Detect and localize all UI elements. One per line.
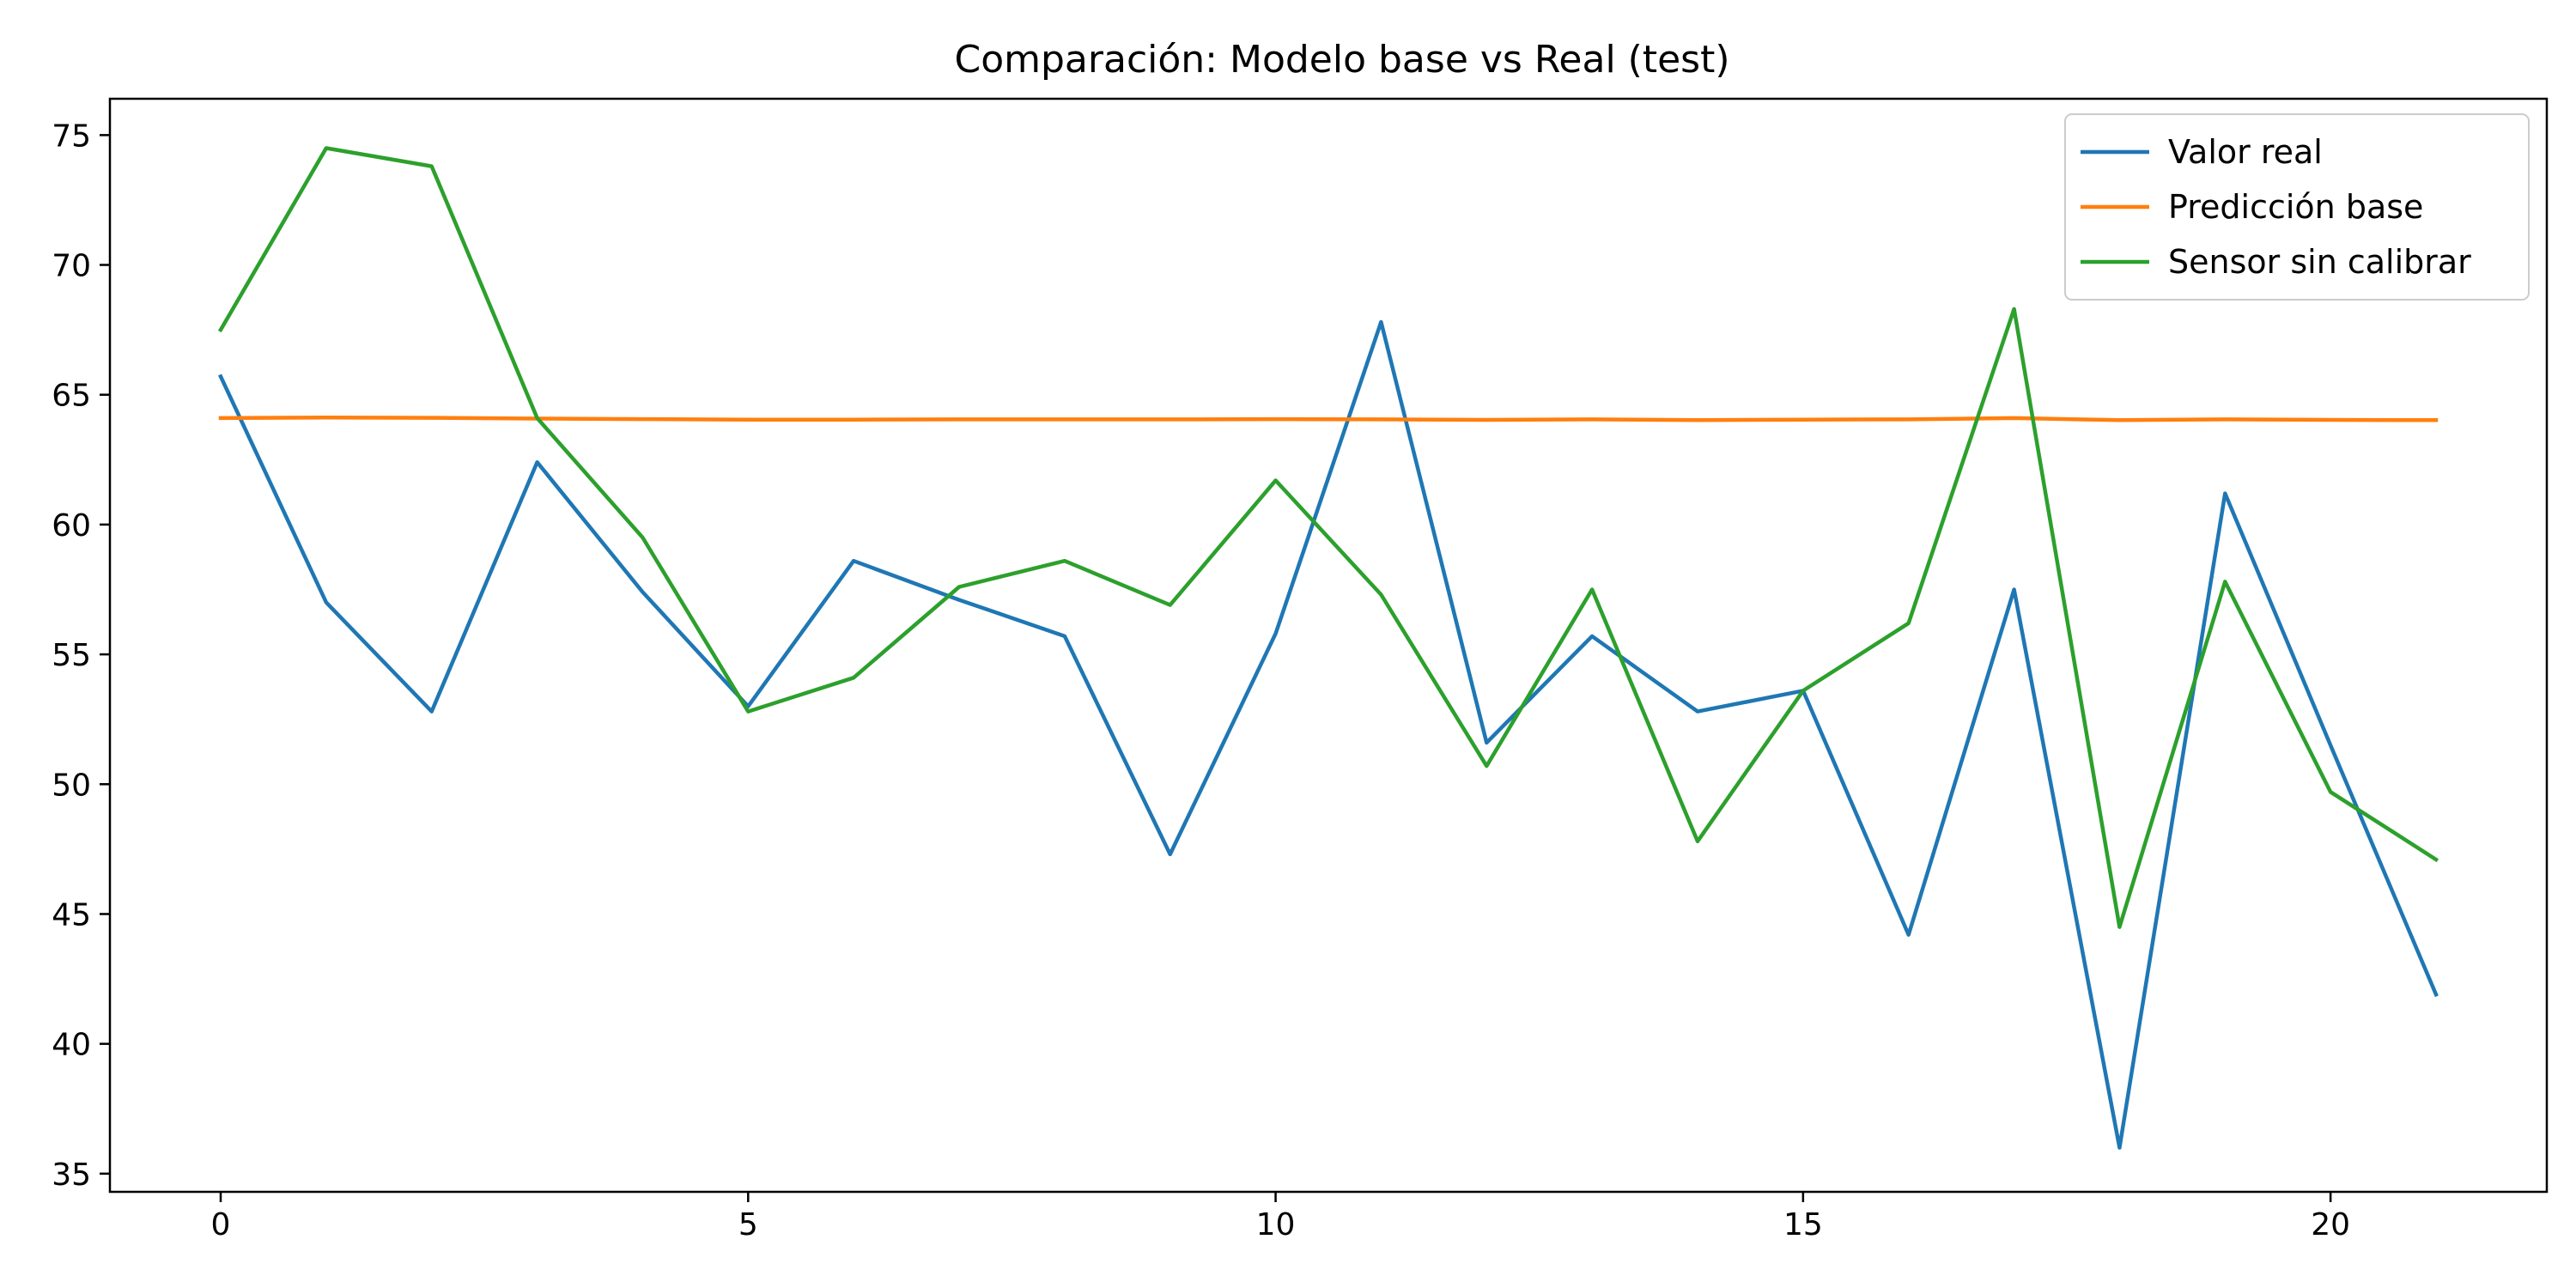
series-line: [218, 319, 2439, 1150]
plot-frame: [108, 97, 2549, 1194]
series-1: [218, 416, 2439, 422]
x-tick-label: 15: [1783, 1207, 1823, 1242]
x-tick-label: 0: [211, 1207, 231, 1242]
legend: Valor real Predicción base Sensor sin cali…: [2064, 113, 2530, 301]
y-axis: 35 40 45 50 55 60 65 70 75: [52, 118, 110, 1193]
x-tick-label: 20: [2311, 1207, 2350, 1242]
y-tick-label: 70: [52, 249, 91, 284]
legend-label: Sensor sin calibrar: [2168, 243, 2471, 281]
y-tick-label: 40: [52, 1028, 91, 1063]
series-line: [218, 416, 2439, 422]
series-2: [217, 146, 2439, 929]
series-0: [218, 319, 2439, 1150]
x-axis: 0 5 10 15 20: [211, 1192, 2350, 1242]
x-tick-label: 5: [738, 1207, 758, 1242]
legend-box: [2064, 113, 2530, 301]
y-tick-label: 60: [52, 508, 91, 544]
y-tick-label: 65: [52, 379, 91, 414]
legend-label: Predicción base: [2168, 188, 2423, 226]
chart-title: Comparación: Modelo base vs Real (test): [955, 38, 1730, 82]
y-tick-label: 35: [52, 1157, 91, 1193]
legend-label: Valor real: [2168, 133, 2323, 171]
y-tick-label: 45: [52, 897, 91, 933]
y-tick-label: 55: [52, 638, 91, 673]
series-line: [217, 146, 2439, 929]
y-tick-label: 75: [52, 118, 91, 154]
series-layer: [217, 146, 2439, 1150]
x-tick-label: 10: [1256, 1207, 1296, 1242]
y-tick-label: 50: [52, 768, 91, 803]
